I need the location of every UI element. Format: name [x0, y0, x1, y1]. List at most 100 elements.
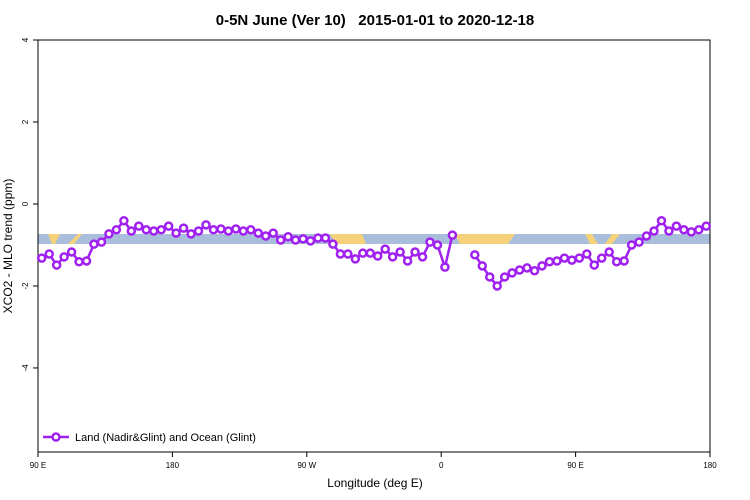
land-patch [48, 234, 60, 244]
data-point [484, 272, 495, 282]
data-point [470, 250, 480, 260]
data-point [395, 247, 405, 257]
data-point [96, 237, 107, 247]
plot-frame [37, 39, 711, 453]
data-point [268, 228, 278, 238]
data-point [89, 239, 99, 249]
data-point [552, 256, 562, 266]
land-patch [330, 234, 366, 244]
data-point [171, 228, 181, 238]
data-point [253, 228, 264, 238]
x-tick-label: 180 [703, 461, 717, 470]
data-point [119, 216, 129, 226]
data-point [634, 237, 644, 247]
y-tick-label: 4 [21, 37, 30, 42]
data-point [522, 263, 532, 273]
data-point [507, 268, 517, 278]
data-point [604, 247, 614, 257]
data-point [223, 226, 234, 236]
data-point [679, 225, 689, 235]
data-point [567, 255, 577, 265]
data-point [283, 232, 293, 242]
data-point [372, 251, 383, 261]
data-point [701, 221, 712, 231]
data-point [582, 249, 592, 259]
data-point [417, 252, 428, 262]
data-point [335, 249, 346, 259]
surface-band [38, 234, 710, 244]
data-point [432, 240, 443, 250]
x-axis-label: Longitude (deg E) [327, 476, 422, 490]
data-point [231, 224, 241, 234]
data-point [694, 225, 704, 235]
data-point [626, 240, 637, 250]
ocean-band [38, 234, 710, 244]
data-point [492, 281, 502, 291]
data-point [74, 257, 84, 267]
data-point [148, 226, 159, 236]
data-point [499, 272, 510, 282]
data-point [619, 256, 629, 266]
data-point [589, 260, 600, 270]
data-point [596, 253, 607, 263]
data-point [163, 221, 174, 231]
data-point [260, 231, 271, 241]
data-point [178, 223, 189, 233]
data-point [59, 252, 69, 262]
data-point [141, 225, 152, 235]
x-tick-label: 0 [439, 461, 444, 470]
data-point [686, 227, 697, 237]
data-point [66, 247, 77, 257]
data-point [186, 229, 196, 239]
data-point [51, 260, 62, 270]
data-point [440, 262, 450, 272]
data-point [305, 236, 316, 246]
data-point [193, 226, 204, 236]
data-point [529, 266, 540, 276]
data-point [649, 226, 659, 236]
data-point [387, 252, 398, 262]
data-point [44, 249, 54, 259]
x-tick-label: 90 E [567, 461, 583, 470]
land-patch [68, 234, 82, 244]
data-point [574, 253, 585, 263]
data-point [544, 257, 555, 267]
x-tick-label: 90 W [297, 461, 316, 470]
data-point [111, 225, 122, 235]
data-point [477, 261, 488, 271]
data-point [313, 233, 323, 243]
data-point [514, 265, 525, 275]
y-tick-label: 0 [21, 201, 30, 206]
y-axis-label: XCO2 - MLO trend (ppm) [1, 179, 15, 314]
data-point [126, 226, 137, 236]
data-point [216, 224, 226, 234]
data-point [611, 257, 622, 267]
y-tick-label: -2 [21, 282, 30, 290]
data-point [350, 254, 361, 264]
data-point [537, 261, 547, 271]
data-point [134, 221, 144, 231]
data-point [104, 229, 114, 239]
data-point [328, 239, 338, 249]
y-tick-label: 2 [21, 119, 30, 124]
data-point [36, 253, 47, 263]
data-point [425, 237, 435, 247]
data-point [402, 256, 413, 266]
data-point [201, 220, 211, 230]
data-point [208, 225, 219, 235]
data-point [320, 233, 331, 243]
land-patch [605, 234, 620, 244]
legend-label: Land (Nadir&Glint) and Ocean (Glint) [75, 432, 256, 444]
data-point [81, 256, 92, 266]
data-point [238, 226, 249, 236]
data-point [410, 247, 420, 257]
data-point [290, 235, 301, 245]
data-point [156, 225, 166, 235]
data-point [246, 225, 256, 235]
data-point [380, 244, 390, 254]
data-point [671, 221, 682, 231]
x-tick-label: 90 E [30, 461, 46, 470]
land-patch [455, 234, 515, 244]
